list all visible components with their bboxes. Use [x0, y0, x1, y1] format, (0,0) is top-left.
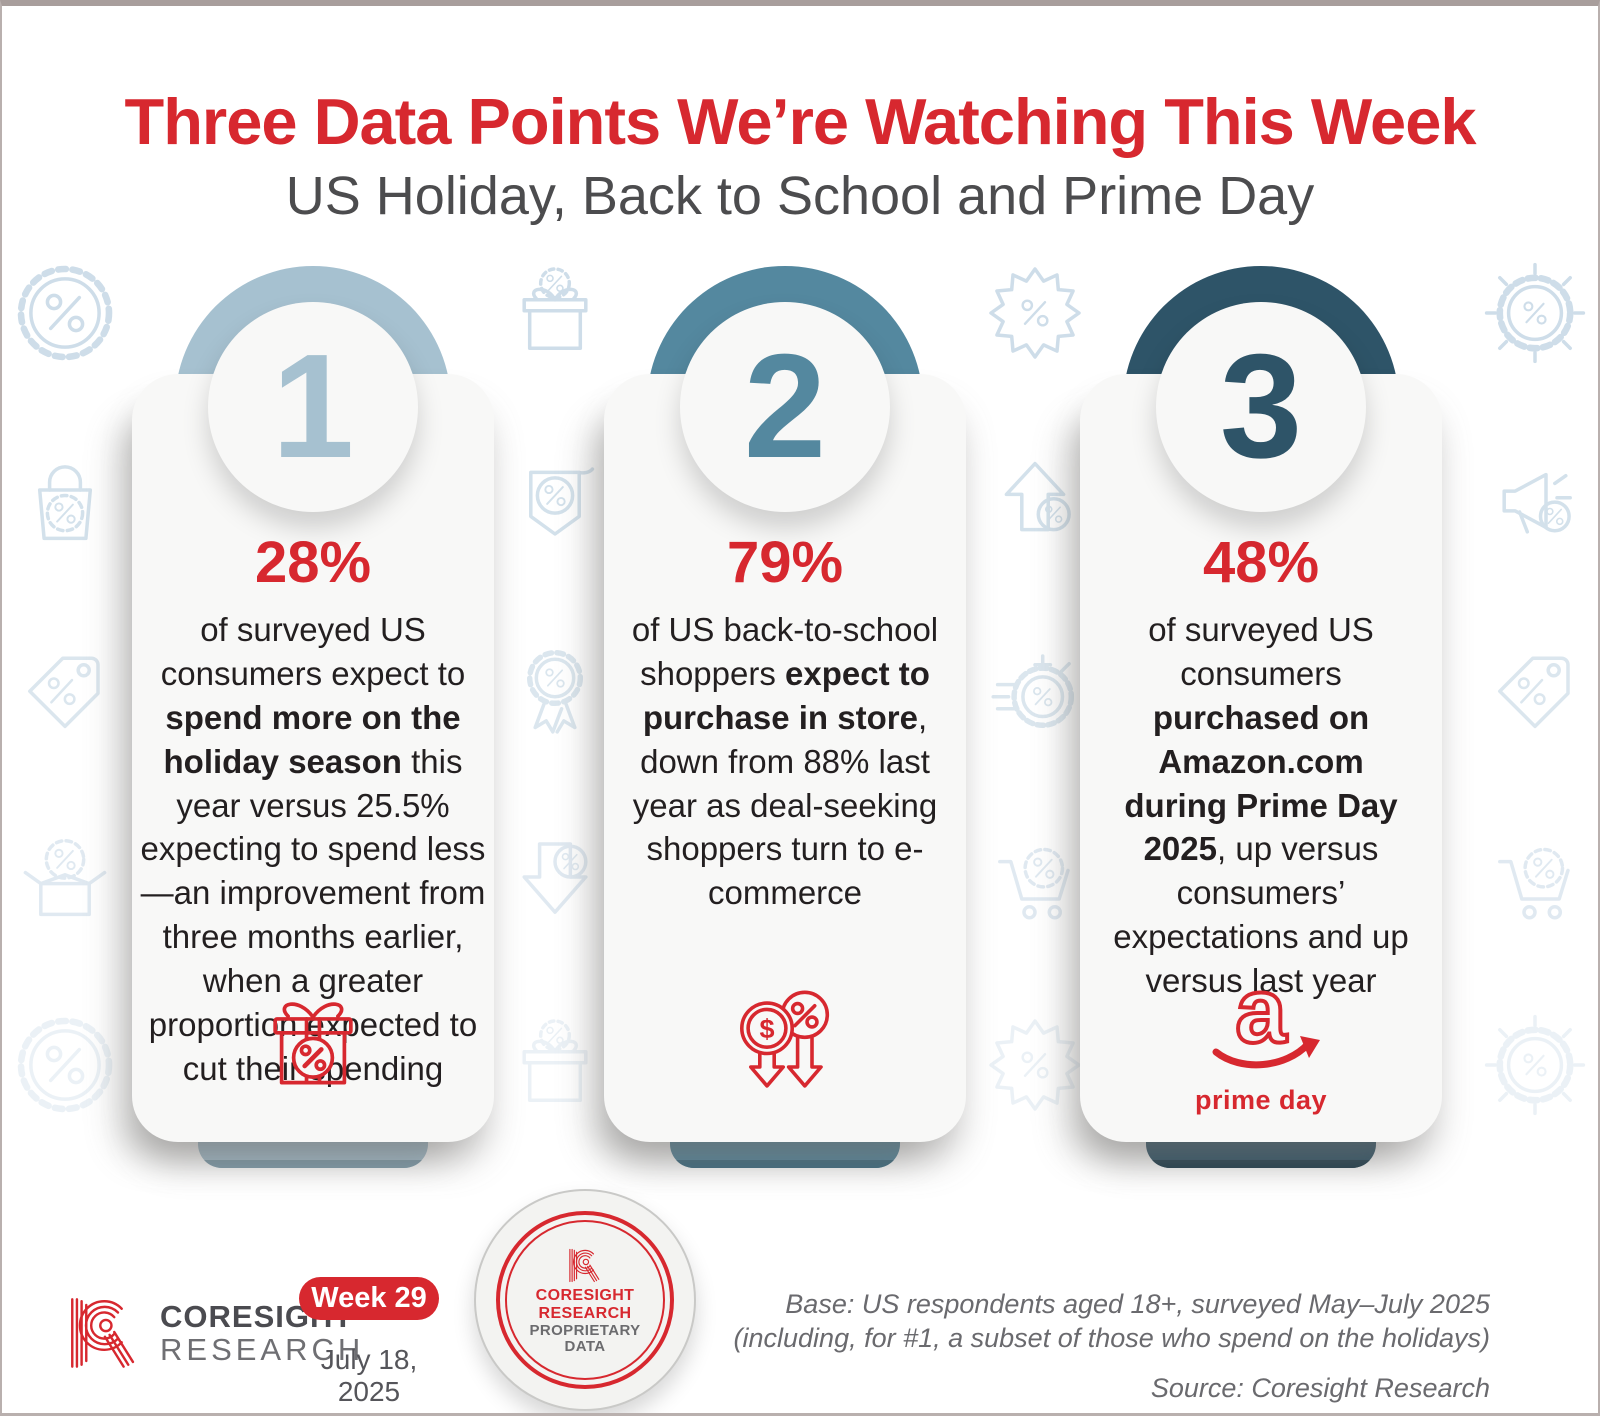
card-number: 2 — [743, 324, 827, 489]
card-accent-tab-edge — [670, 1160, 900, 1168]
base-note: Base: US respondents aged 18+, surveyed … — [734, 1288, 1490, 1405]
page-title: Three Data Points We’re Watching This We… — [124, 85, 1477, 158]
bag-percent-icon — [10, 446, 120, 556]
base-note-line1: Base: US respondents aged 18+, surveyed … — [785, 1289, 1490, 1319]
card-number: 1 — [271, 324, 355, 489]
arrow-up-percent-icon — [980, 446, 1090, 556]
brand-name-line2: RESEARCH — [160, 1332, 365, 1367]
megaphone-percent-icon — [1480, 446, 1590, 556]
starburst-percent-icon — [980, 258, 1090, 368]
starburst-percent-icon — [980, 1010, 1090, 1120]
card-body: 28% of surveyed US consumers expect to s… — [132, 374, 494, 1142]
data-point-card-1: 28% of surveyed US consumers expect to s… — [132, 266, 494, 1168]
card-text: of surveyed US consumers purchased on Am… — [1113, 611, 1409, 999]
gift-percent-icon — [253, 994, 373, 1108]
card-number: 3 — [1219, 324, 1303, 489]
amazon-prime-day-logo: a prime day — [1186, 958, 1336, 1116]
svg-text:a: a — [1235, 966, 1287, 1062]
pennant-percent-icon — [500, 446, 610, 556]
stopwatch-percent-icon — [980, 634, 1090, 744]
seal-data-label: DATA — [564, 1338, 606, 1356]
base-note-line2: (including, for #1, a subset of those wh… — [733, 1322, 1490, 1353]
svg-text:$: $ — [759, 1014, 774, 1044]
box-percent-icon — [10, 822, 120, 932]
prime-day-label: prime day — [1194, 1085, 1328, 1115]
card-number-circle: 2 — [680, 302, 890, 512]
stat-value: 48% — [1202, 530, 1320, 595]
card-accent-tab-edge — [198, 1160, 428, 1168]
gift-percent-icon — [500, 1010, 610, 1120]
data-point-card-3: 48% of surveyed US consumers purchased o… — [1080, 266, 1442, 1168]
card-number-circle: 1 — [208, 302, 418, 512]
badge-percent-icon — [10, 258, 120, 368]
seal-proprietary-label: PROPRIETARY — [529, 1321, 641, 1339]
week-badge: Week 29 — [299, 1277, 439, 1320]
seal-ring — [505, 1220, 665, 1380]
ray-badge-percent-icon — [1480, 258, 1590, 368]
source-note: Source: Coresight Research — [1150, 1372, 1490, 1403]
data-point-card-2: 79% of US back-to-school shoppers expect… — [604, 266, 966, 1168]
page-subtitle: US Holiday, Back to School and Prime Day — [285, 166, 1315, 227]
gift-percent-icon — [500, 258, 610, 368]
card-number-circle: 3 — [1156, 302, 1366, 512]
cart-percent-icon — [980, 822, 1090, 932]
badge-percent-icon — [10, 1010, 120, 1120]
coresight-logo-mark-icon — [62, 1288, 146, 1378]
arrow-down-percent-icon — [500, 822, 610, 932]
seal-brand-line1: CORESIGHT — [535, 1286, 635, 1304]
ribbon-percent-icon — [500, 634, 610, 744]
cart-percent-icon — [1480, 822, 1590, 932]
header: Three Data Points We’re Watching This We… — [2, 85, 1598, 227]
price-drop-icon: $ — [722, 986, 848, 1108]
proprietary-data-seal: CORESIGHT RESEARCH PROPRIETARY DATA — [474, 1189, 696, 1411]
publication-date: July 18, 2025 — [320, 1344, 418, 1407]
tag-percent-icon — [10, 634, 120, 744]
seal-logo-mark-icon — [565, 1244, 605, 1287]
tag-percent-icon — [1480, 634, 1590, 744]
amazon-smile-icon: a — [1212, 958, 1320, 1069]
stat-value: 28% — [254, 530, 372, 595]
seal-ring — [496, 1211, 674, 1389]
stat-value: 79% — [726, 530, 844, 595]
card-text: of US back-to-school shoppers expect to … — [631, 611, 939, 912]
ray-badge-percent-icon — [1480, 1010, 1590, 1120]
card-accent-tab-edge — [1146, 1160, 1376, 1168]
seal-brand-line2: RESEARCH — [538, 1304, 632, 1322]
